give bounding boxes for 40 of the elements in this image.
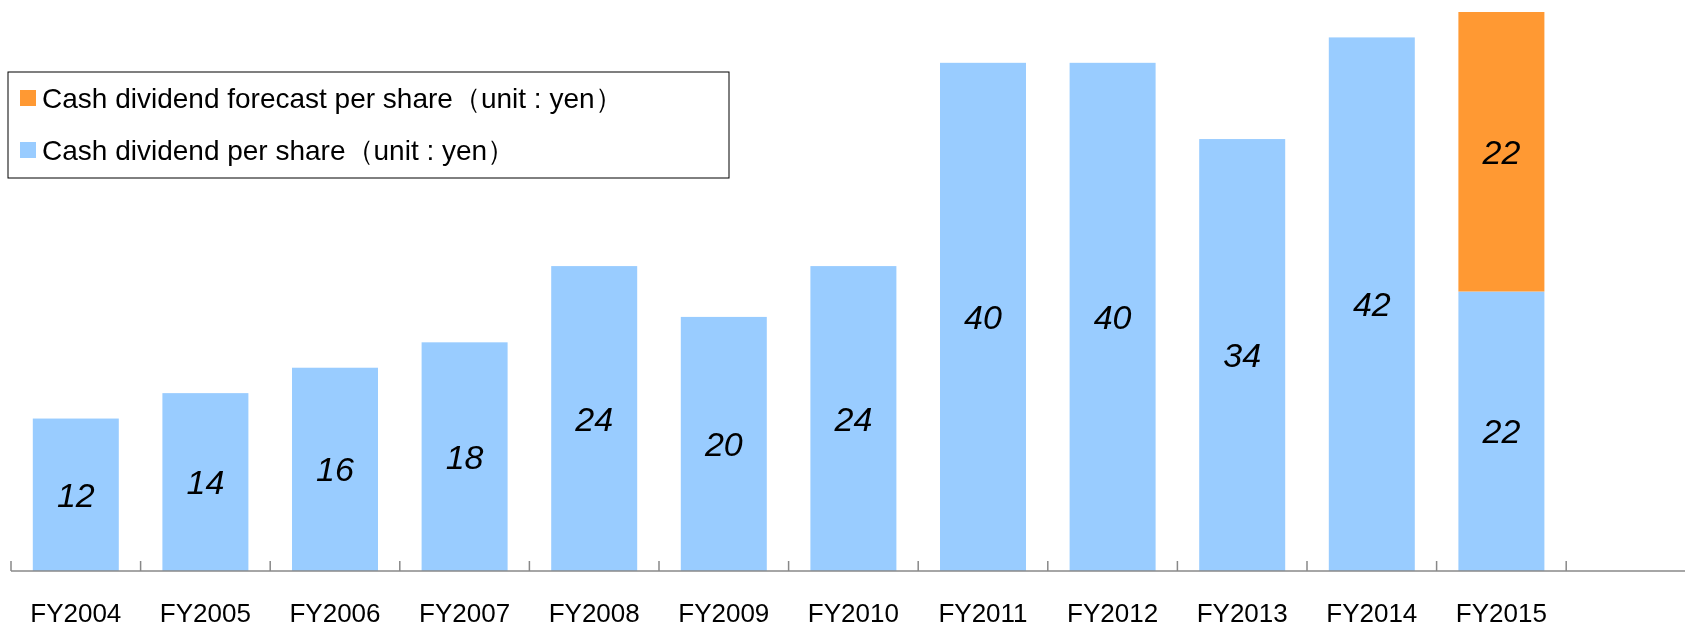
x-tick-label: FY2006	[289, 598, 381, 627]
bar	[32, 418, 119, 571]
bar	[292, 367, 378, 571]
x-tick-label: FY2007	[419, 598, 511, 627]
x-tick-label: FY2004	[30, 598, 122, 627]
data-label: 24	[833, 399, 873, 438]
x-tick-label: FY2011	[938, 598, 1028, 627]
data-label: 14	[186, 463, 225, 502]
bar	[1069, 62, 1156, 571]
data-label: 18	[445, 437, 484, 476]
bar	[1458, 12, 1545, 292]
x-tick-label: FY2014	[1326, 598, 1418, 627]
bar	[1328, 37, 1415, 571]
bar	[421, 342, 508, 571]
data-label: 20	[703, 424, 743, 463]
legend-label: Cash dividend per share（unit : yen）	[42, 135, 516, 166]
x-tick-label: FY2013	[1196, 598, 1288, 627]
legend-label: Cash dividend forecast per share（unit : yen）	[42, 83, 623, 114]
bar	[1458, 291, 1545, 571]
data-label: 34	[1223, 336, 1262, 375]
bar	[162, 393, 249, 571]
data-label: 12	[56, 475, 95, 514]
data-label: 24	[574, 399, 614, 438]
bar	[1199, 139, 1286, 571]
bar	[940, 62, 1026, 571]
x-tick-label: FY2005	[159, 598, 251, 627]
x-tick-label: FY2012	[1067, 598, 1159, 627]
bar	[810, 266, 897, 571]
data-label: 22	[1481, 132, 1521, 171]
x-tick-label: FY2015	[1455, 598, 1547, 627]
data-label: 40	[1093, 297, 1132, 336]
x-tick-label: FY2008	[548, 598, 640, 627]
data-label: 42	[1352, 285, 1391, 324]
x-tick-label: FY2009	[678, 598, 770, 627]
bar	[551, 266, 638, 571]
data-label: 16	[316, 450, 354, 489]
x-tick-label: FY2010	[807, 598, 899, 627]
data-label: 22	[1481, 412, 1521, 451]
bar	[680, 316, 767, 571]
data-label: 40	[964, 297, 1002, 336]
